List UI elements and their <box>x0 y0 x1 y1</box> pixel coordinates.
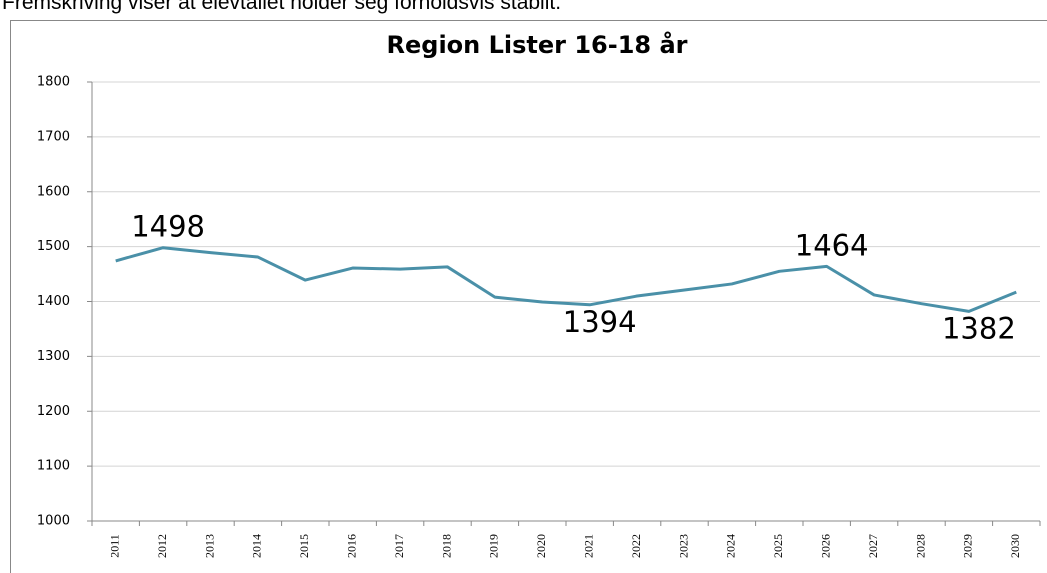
data-label: 1394 <box>563 305 637 339</box>
x-tick-label: 2015 <box>297 534 311 558</box>
chart-frame <box>10 20 1047 573</box>
x-tick-label: 2026 <box>818 534 832 558</box>
x-tick-label: 2020 <box>534 534 548 558</box>
y-tick-label: 1400 <box>37 294 70 309</box>
x-tick-label: 2023 <box>676 534 690 558</box>
x-tick-label: 2013 <box>202 534 216 558</box>
x-tick-label: 2030 <box>1008 534 1022 558</box>
y-tick-label: 1500 <box>37 239 70 254</box>
chart-title: Region Lister 16-18 år <box>387 30 688 59</box>
x-tick-label: 2021 <box>581 534 595 558</box>
x-tick-label: 2027 <box>866 534 880 558</box>
x-tick-label: 2029 <box>961 534 975 558</box>
y-tick-label: 1200 <box>37 404 70 419</box>
y-tick-label: 1100 <box>37 459 70 474</box>
y-tick-label: 1600 <box>37 184 70 199</box>
line-series <box>115 246 1017 313</box>
x-tick-label: 2017 <box>392 534 406 558</box>
x-tick-label: 2011 <box>107 534 121 558</box>
x-tick-label: 2012 <box>155 534 169 558</box>
data-label: 1464 <box>795 228 869 262</box>
x-tick-label: 2016 <box>344 534 358 558</box>
x-tick-label: 2025 <box>771 534 785 558</box>
y-tick-label: 1700 <box>37 129 70 144</box>
x-tick-label: 2022 <box>629 534 643 558</box>
caption: Fremskriving viser at elevtallet holder … <box>2 0 562 14</box>
x-tick-label: 2028 <box>913 534 927 558</box>
data-label: 1382 <box>942 311 1016 345</box>
y-tick-label: 1300 <box>37 349 70 364</box>
x-tick-label: 2019 <box>487 534 501 558</box>
x-tick-label: 2014 <box>250 534 264 558</box>
data-label: 1498 <box>131 210 205 244</box>
x-tick-label: 2024 <box>724 534 738 558</box>
y-tick-label: 1000 <box>37 514 70 529</box>
x-tick-label: 2018 <box>439 534 453 558</box>
y-tick-label: 1800 <box>37 75 70 90</box>
